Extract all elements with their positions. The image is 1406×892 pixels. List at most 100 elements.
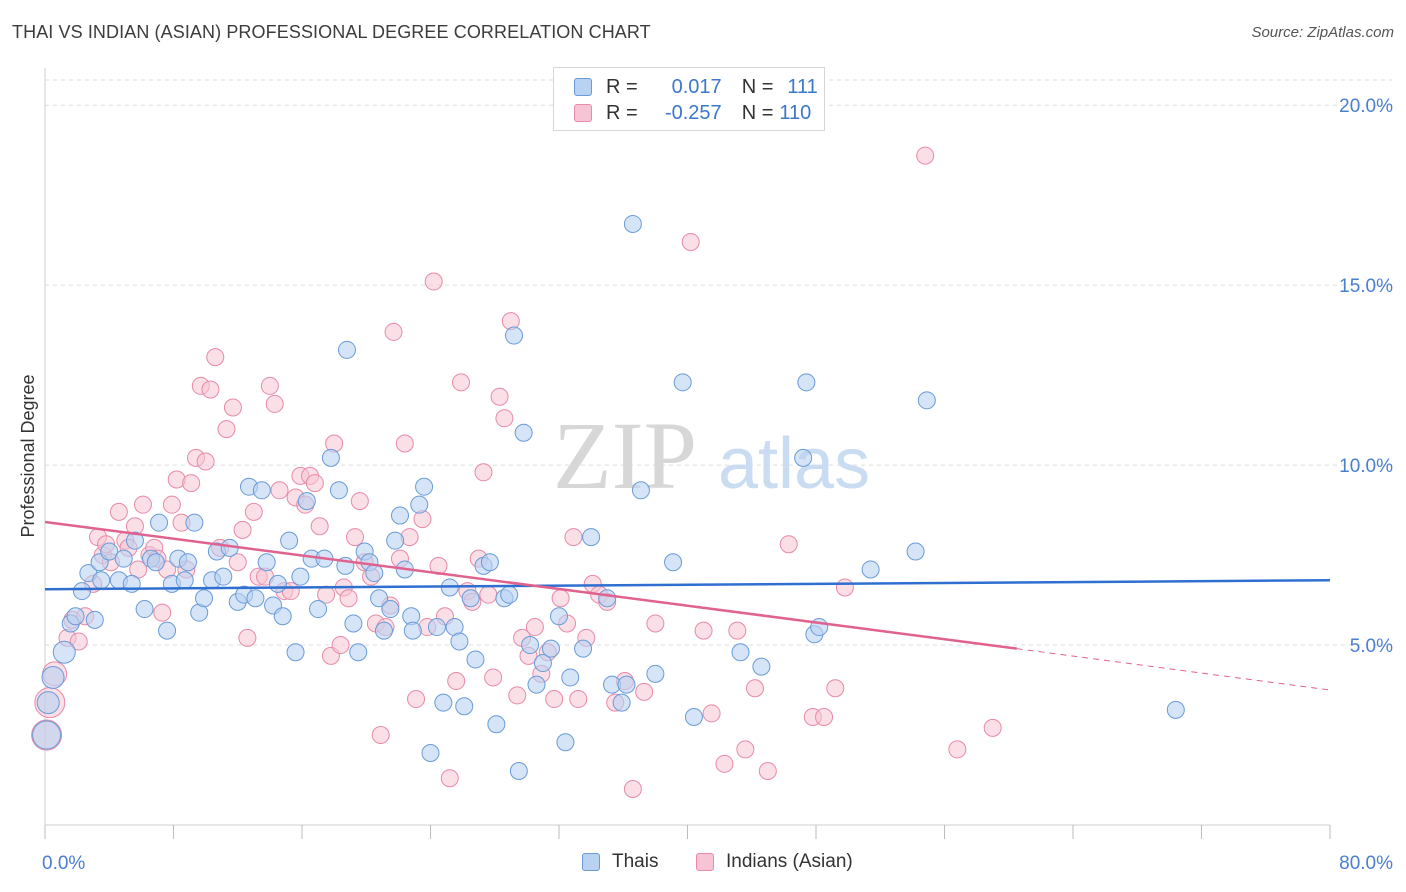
thai-point <box>349 643 368 662</box>
thai-point <box>500 585 519 604</box>
thai-point <box>286 643 305 662</box>
indian-point <box>490 387 509 406</box>
indian-swatch <box>574 104 592 122</box>
y-tick-label: 5.0% <box>1350 636 1393 657</box>
indian-point <box>201 380 220 399</box>
thai-point <box>125 531 144 550</box>
thai-point <box>480 553 499 572</box>
indian-point <box>646 614 665 633</box>
thai-point <box>41 665 65 689</box>
thai-point <box>533 654 552 673</box>
thai-point <box>100 542 119 561</box>
thai-point <box>906 542 925 561</box>
thai-point <box>673 373 692 392</box>
indian-point <box>260 376 279 395</box>
thai-point <box>309 600 328 619</box>
legend-n-label: N = <box>741 75 774 98</box>
thai-point <box>374 621 393 640</box>
indian-point <box>745 679 764 698</box>
thai-point <box>410 495 429 514</box>
indian-point <box>238 628 257 647</box>
indian-point <box>244 502 263 521</box>
legend-row-thai: R = 0.017 N = 111 <box>574 75 818 99</box>
thai-point <box>150 513 169 532</box>
thai-point <box>455 697 474 716</box>
bottom-legend-indian-label: Indians (Asian) <box>726 851 853 872</box>
thai-point <box>135 600 154 619</box>
thai-point <box>36 691 60 715</box>
trend-lines <box>44 520 1331 691</box>
thai-point <box>794 448 813 467</box>
y-axis-label: Professional Degree <box>18 374 38 537</box>
indian-point <box>728 621 747 640</box>
indian-point <box>479 585 498 604</box>
thai-point <box>246 589 265 608</box>
indian-point <box>525 618 544 637</box>
thai-point <box>365 564 384 583</box>
thai-point <box>175 571 194 590</box>
indian-point <box>758 762 777 781</box>
thai-point <box>646 664 665 683</box>
indian-point <box>346 528 365 547</box>
indian-point <box>69 632 88 651</box>
thai-point <box>550 607 568 626</box>
thai-point <box>598 589 617 608</box>
indian-point <box>474 463 493 482</box>
thai-point <box>917 391 936 410</box>
indian-point <box>545 690 564 709</box>
thai-point <box>146 553 165 572</box>
x-tick-label-max: 80.0% <box>1339 853 1393 874</box>
thai-point <box>214 567 233 586</box>
thai-point <box>582 528 601 547</box>
indian-trend-extension <box>1016 648 1331 691</box>
bottom-legend-indian: Indians (Asian) <box>696 851 853 873</box>
y-tick-label: 20.0% <box>1339 96 1393 117</box>
thai-point <box>434 693 453 712</box>
thai-point <box>561 668 580 687</box>
thai-point <box>527 675 546 694</box>
thai-point <box>329 481 348 500</box>
legend-n-value: 110 <box>779 101 812 124</box>
thai-trend-line <box>44 579 1331 591</box>
thai-point <box>291 567 310 586</box>
thai-point <box>32 720 62 750</box>
indian-point <box>452 373 471 392</box>
legend-n-value: 111 <box>787 75 818 98</box>
indian-point <box>270 481 289 500</box>
x-tick-label-min: 0.0% <box>42 853 85 874</box>
thai-point <box>861 560 880 579</box>
thai-point <box>158 621 177 640</box>
thai-point <box>631 481 650 500</box>
indian-point <box>395 434 414 453</box>
indian-swatch <box>696 853 714 871</box>
indian-point <box>223 398 242 417</box>
thai-point <box>185 513 204 532</box>
indian-point <box>233 520 252 539</box>
indian-point <box>508 686 527 705</box>
thai-point <box>427 618 446 637</box>
indian-point <box>983 718 1002 737</box>
thai-swatch <box>574 78 592 96</box>
indian-point <box>564 528 583 547</box>
thai-point <box>505 326 524 345</box>
legend-r-value: -0.257 <box>664 101 722 124</box>
correlation-legend: R = 0.017 N = 111 R = -0.257 N = 110 <box>553 67 825 131</box>
thai-point <box>297 492 316 511</box>
thai-point <box>421 744 440 763</box>
indian-point <box>133 495 152 514</box>
source-credit: Source: ZipAtlas.com <box>1251 24 1394 41</box>
indian-point <box>305 474 324 493</box>
indian-point <box>350 492 369 511</box>
indian-point <box>916 146 935 165</box>
thai-point <box>280 531 299 550</box>
thai-point <box>273 607 292 626</box>
thai-point <box>403 621 422 640</box>
indian-point <box>623 780 642 799</box>
thai-point <box>85 610 104 629</box>
indian-point <box>310 517 329 536</box>
thai-point <box>612 693 631 712</box>
watermark: ZIP atlas <box>553 402 870 509</box>
thai-point <box>268 574 287 593</box>
thai-point <box>114 549 133 568</box>
